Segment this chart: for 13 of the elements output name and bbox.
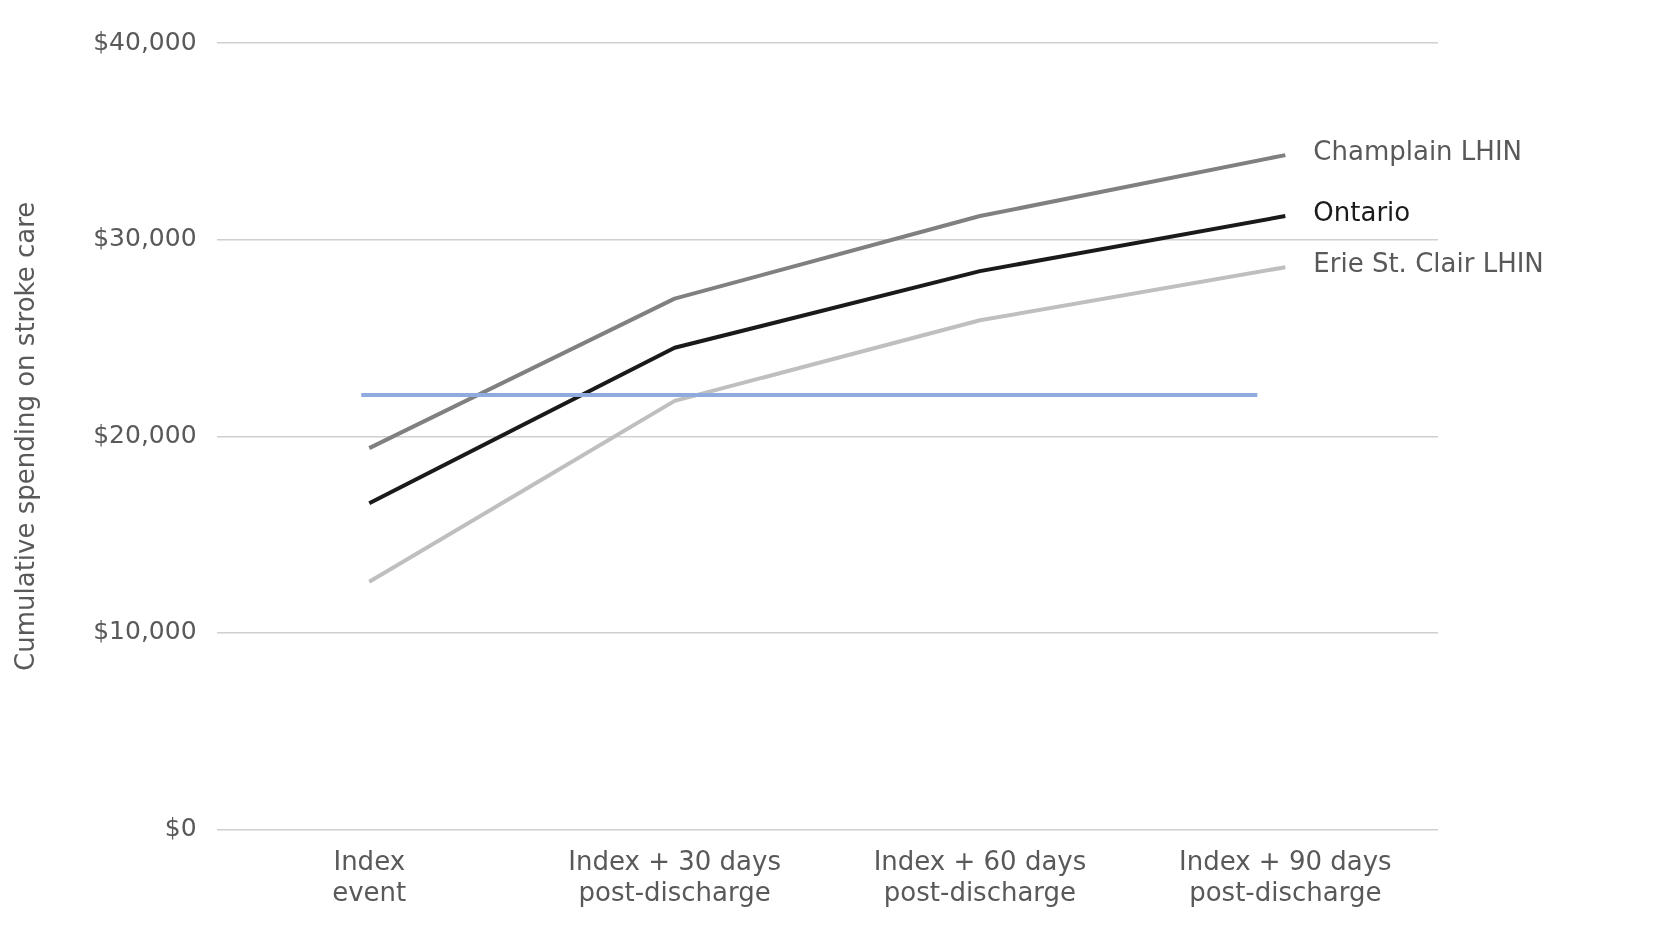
x-tick-label: Index + 90 days post-discharge: [1179, 845, 1392, 908]
x-tick-label: Index event: [332, 845, 407, 908]
series-label: Ontario: [1313, 196, 1411, 227]
y-tick-label: $30,000: [93, 223, 197, 253]
y-tick-label: $10,000: [93, 616, 197, 646]
y-axis-title: Cumulative spending on stroke care: [10, 201, 41, 671]
y-tick-label: $40,000: [93, 26, 197, 56]
series-label: Erie St. Clair LHIN: [1313, 247, 1544, 278]
y-tick-label: $0: [164, 813, 197, 843]
series-label: Champlain LHIN: [1313, 135, 1523, 166]
x-tick-label: Index + 60 days post-discharge: [873, 845, 1087, 908]
x-tick-label: Index + 30 days post-discharge: [568, 845, 781, 908]
y-tick-label: $20,000: [93, 419, 197, 449]
